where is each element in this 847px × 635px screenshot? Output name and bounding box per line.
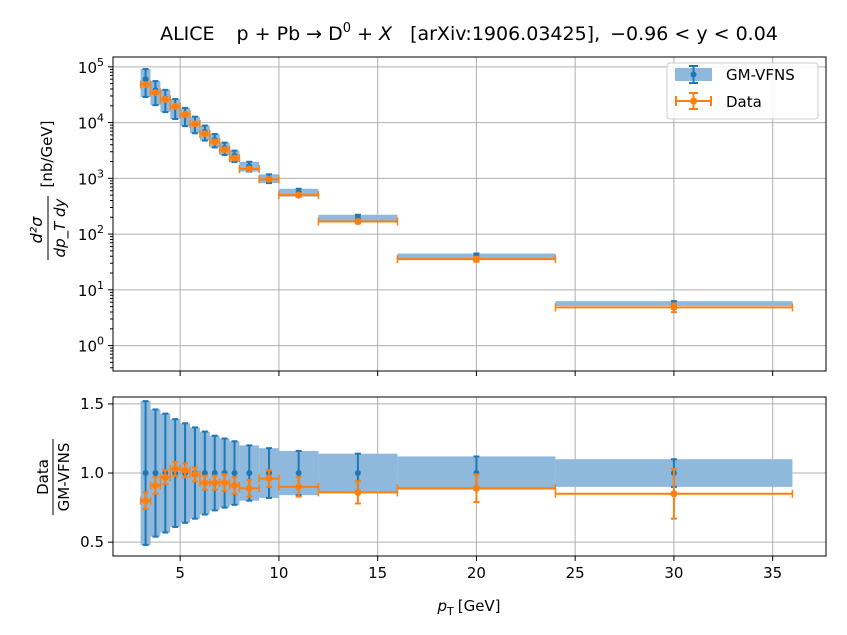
data-ratio-point xyxy=(472,484,480,492)
ratio-plot-marks xyxy=(139,400,794,546)
bottom-y-tick-label: 0.5 xyxy=(80,533,104,551)
data-ratio-point xyxy=(211,479,219,487)
bottom-axes-frame xyxy=(112,396,827,557)
bottom-y-tick-label: 1.0 xyxy=(80,464,104,482)
x-tick-label: 10 xyxy=(269,564,288,582)
top-y-axis-label: d²σ dp_T dy [nb/GeV] xyxy=(27,121,70,260)
top-y-tick-label: 103 xyxy=(78,167,104,188)
x-tick-label: 35 xyxy=(763,564,782,582)
bottom-ylabel-numerator: Data xyxy=(34,459,52,495)
data-point xyxy=(191,120,199,128)
top-plot-marks xyxy=(139,68,794,314)
data-point xyxy=(201,130,209,138)
legend-marker-orange xyxy=(690,97,697,105)
x-tick-label: 15 xyxy=(368,564,387,582)
top-ylabel-denominator: dp_T dy xyxy=(51,197,70,257)
x-tick-label: 30 xyxy=(664,564,683,582)
gmvfns-ratio-point xyxy=(142,470,149,477)
data-ratio-point xyxy=(142,497,150,505)
x-axis-label: pT [GeV] xyxy=(436,597,500,618)
data-point xyxy=(211,138,219,146)
gmvfns-ratio-point xyxy=(354,470,361,477)
top-y-tick-label: 100 xyxy=(78,335,104,356)
top-axes-frame xyxy=(112,56,827,372)
gmvfns-ratio-point xyxy=(295,470,302,477)
top-ylabel-unit: [nb/GeV] xyxy=(38,121,56,188)
x-tick-label: 20 xyxy=(467,564,486,582)
top-y-tick-label: 101 xyxy=(78,279,104,300)
data-point xyxy=(181,110,189,118)
data-ratio-point xyxy=(161,473,169,481)
data-point xyxy=(354,218,362,226)
x-tick-label: 25 xyxy=(566,564,585,582)
top-y-tick-label: 105 xyxy=(78,56,104,77)
data-point xyxy=(142,81,150,89)
gmvfns-ratio-point xyxy=(201,470,208,477)
gmvfns-ratio-point xyxy=(152,470,159,477)
data-ratio-point xyxy=(201,479,209,487)
data-point xyxy=(151,89,159,97)
data-ratio-point xyxy=(171,465,179,473)
data-point xyxy=(230,154,238,162)
legend: GM-VFNS Data xyxy=(666,62,819,120)
data-point xyxy=(221,146,229,154)
bottom-ylabel-denominator: GM-VFNS xyxy=(55,443,73,512)
bottom-y-axis-label: Data GM-VFNS xyxy=(34,439,73,515)
data-point xyxy=(161,95,169,103)
data-point xyxy=(472,255,480,263)
data-ratio-point xyxy=(221,479,229,487)
data-ratio-point xyxy=(245,484,253,492)
bottom-y-ticks: 0.5 1.0 1.5 xyxy=(80,395,113,551)
x-ticks: 5 10 15 20 25 30 35 xyxy=(175,371,782,582)
data-ratio-point xyxy=(191,470,199,478)
top-y-tick-label: 104 xyxy=(78,112,104,133)
bottom-y-tick-label: 1.5 xyxy=(80,395,104,413)
data-point xyxy=(670,303,678,311)
data-ratio-point xyxy=(670,490,678,498)
data-ratio-point xyxy=(230,481,238,489)
legend-label-gmvfns: GM-VFNS xyxy=(726,66,795,84)
data-ratio-point xyxy=(354,488,362,496)
top-y-ticks: 100 101 102 103 104 105 xyxy=(78,56,113,369)
gmvfns-ratio-point xyxy=(231,470,238,477)
gmvfns-ratio-point xyxy=(211,470,218,477)
data-ratio-point xyxy=(151,481,159,489)
data-ratio-point xyxy=(265,475,273,483)
gmvfns-point xyxy=(142,76,149,83)
data-ratio-point xyxy=(295,483,303,491)
top-grid xyxy=(113,57,826,371)
legend-label-data: Data xyxy=(726,93,762,111)
data-point xyxy=(245,165,253,173)
x-tick-label: 5 xyxy=(175,564,185,582)
data-point xyxy=(295,191,303,199)
data-point xyxy=(265,175,273,183)
top-ylabel-numerator: d²σ xyxy=(27,216,46,244)
legend-marker-blue xyxy=(690,71,697,78)
top-y-tick-label: 102 xyxy=(78,223,104,244)
gmvfns-ratio-point xyxy=(246,470,253,477)
data-point xyxy=(171,102,179,110)
chart-title: ALICE p + Pb → D0 + X [arXiv:1906.03425], −… xyxy=(160,21,778,45)
data-ratio-point xyxy=(181,466,189,474)
